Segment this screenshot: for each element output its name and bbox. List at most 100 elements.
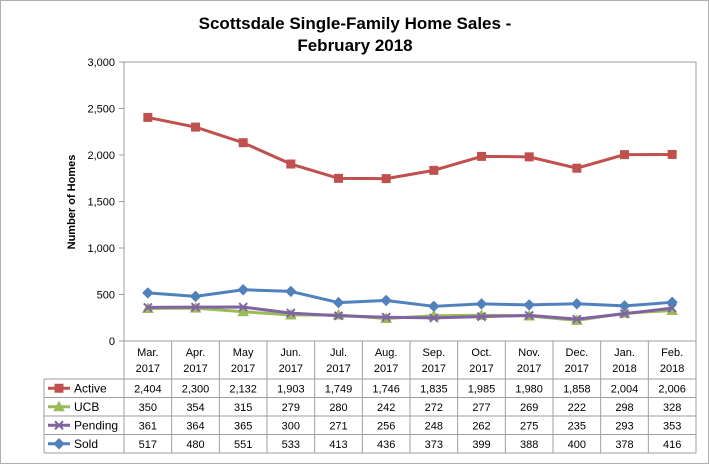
data-point-sold [618, 300, 631, 312]
data-table-cell-active: 1,980 [515, 383, 543, 395]
x-tick-label: 2018 [612, 363, 636, 375]
data-table-cell-sold: 533 [282, 439, 300, 451]
data-table-cell-ucb: 242 [377, 402, 395, 414]
data-point-pending [476, 311, 487, 322]
data-table-cell-sold: 416 [663, 439, 681, 451]
data-table-cell-pending: 293 [615, 420, 633, 432]
data-table-cell-active: 2,004 [611, 383, 639, 395]
data-table-cell-pending: 300 [282, 420, 300, 432]
data-point-active [381, 174, 391, 184]
marker-stroke [619, 309, 630, 319]
x-tick-label: 2017 [422, 363, 446, 375]
data-table-cell-active: 1,858 [563, 383, 591, 395]
series-line-active [147, 115, 673, 181]
marker-stroke [667, 303, 677, 313]
y-tick-label: 3,000 [87, 57, 115, 69]
data-table-cell-pending: 275 [520, 420, 538, 432]
data-point-pending [429, 313, 439, 323]
y-tick-label: 2,000 [87, 150, 115, 162]
x-tick-label: Apr. [186, 347, 206, 359]
x-tick-label: May [233, 347, 254, 359]
marker-stroke [429, 313, 439, 323]
data-table-cell-active: 2,132 [229, 383, 257, 395]
data-table-cell-ucb: 222 [568, 402, 586, 414]
data-table-cell-ucb: 277 [472, 402, 490, 414]
data-table-cell-sold: 551 [234, 439, 252, 451]
chart-title-line-1: Scottsdale Single-Family Home Sales - [198, 14, 512, 33]
data-table-cell-sold: 480 [186, 439, 204, 451]
marker-stroke [524, 310, 534, 321]
data-point-sold [428, 300, 440, 313]
x-tick-label: Aug. [375, 347, 398, 359]
x-tick-label: 2018 [660, 363, 684, 375]
data-point-pending [143, 302, 153, 313]
data-table-cell-ucb: 280 [329, 402, 347, 414]
data-table-cell-active: 2,300 [182, 383, 210, 395]
data-point-active [191, 122, 200, 132]
data-table-cell-active: 1,835 [420, 383, 448, 395]
data-table-cell-active: 1,985 [468, 383, 496, 395]
x-tick-label: Mar. [137, 347, 158, 359]
x-tick-label: Jul. [330, 347, 347, 359]
data-table-cell-ucb: 279 [282, 402, 300, 414]
data-table-cell-ucb: 269 [520, 402, 538, 414]
marker-stroke [54, 420, 64, 430]
x-tick-label: Dec. [566, 347, 589, 359]
data-table-cell-ucb: 272 [425, 402, 443, 414]
data-table-cell-sold: 399 [472, 439, 490, 451]
data-table-cell-active: 1,746 [372, 383, 400, 395]
data-point-active [667, 149, 677, 159]
data-table-cell-sold: 517 [139, 439, 157, 451]
marker-stroke [333, 311, 344, 321]
data-point-pending [238, 302, 248, 312]
data-point-active [477, 151, 486, 161]
series-line-pending [147, 305, 673, 321]
data-point-pending [286, 308, 296, 318]
data-table-cell-pending: 256 [377, 420, 395, 432]
data-point-sold [475, 298, 488, 310]
data-point-sold [380, 294, 392, 307]
data-point-active [620, 150, 629, 160]
data-point-active [429, 165, 439, 175]
data-table-cell-sold: 388 [520, 439, 538, 451]
data-table-cell-pending: 361 [139, 420, 157, 432]
marker-stroke [143, 302, 153, 313]
x-tick-label: Feb. [661, 347, 683, 359]
data-point-active [238, 138, 248, 148]
data-point-sold [285, 285, 297, 298]
marker-stroke [381, 312, 391, 322]
y-tick-label: 1,000 [87, 243, 115, 255]
x-tick-label: Oct. [471, 347, 491, 359]
x-tick-label: 2017 [279, 363, 303, 375]
data-point-pending [190, 302, 201, 312]
data-table-cell-ucb: 350 [139, 402, 157, 414]
data-table-cell-sold: 373 [425, 439, 443, 451]
data-table-cell-sold: 378 [615, 439, 633, 451]
data-point-sold [523, 299, 535, 311]
data-table-cell-sold: 413 [329, 439, 347, 451]
x-tick-label: 2017 [469, 363, 493, 375]
x-tick-label: Jun. [280, 347, 301, 359]
x-tick-label: 2017 [517, 363, 541, 375]
x-tick-label: Jan. [614, 347, 635, 359]
y-tick-label: 2,500 [87, 104, 115, 116]
y-tick-label: 500 [97, 290, 115, 302]
data-table-cell-pending: 262 [472, 420, 490, 432]
marker-stroke [238, 302, 248, 312]
data-table-cell-sold: 436 [377, 439, 395, 451]
data-table-cell-active: 2,006 [658, 383, 686, 395]
marker-stroke [286, 308, 296, 318]
data-point-pending [667, 303, 677, 313]
data-point-pending [572, 314, 582, 324]
data-table-cell-active: 1,903 [277, 383, 305, 395]
data-table-cell-ucb: 354 [186, 402, 204, 414]
x-tick-label: Nov. [518, 347, 540, 359]
data-point-sold [666, 296, 678, 309]
data-point-active [286, 159, 296, 169]
plot-area [123, 61, 697, 342]
x-tick-label: 2017 [183, 363, 207, 375]
data-table-cell-pending: 365 [234, 420, 252, 432]
data-point-pending [333, 311, 344, 321]
data-point-active [524, 152, 534, 162]
